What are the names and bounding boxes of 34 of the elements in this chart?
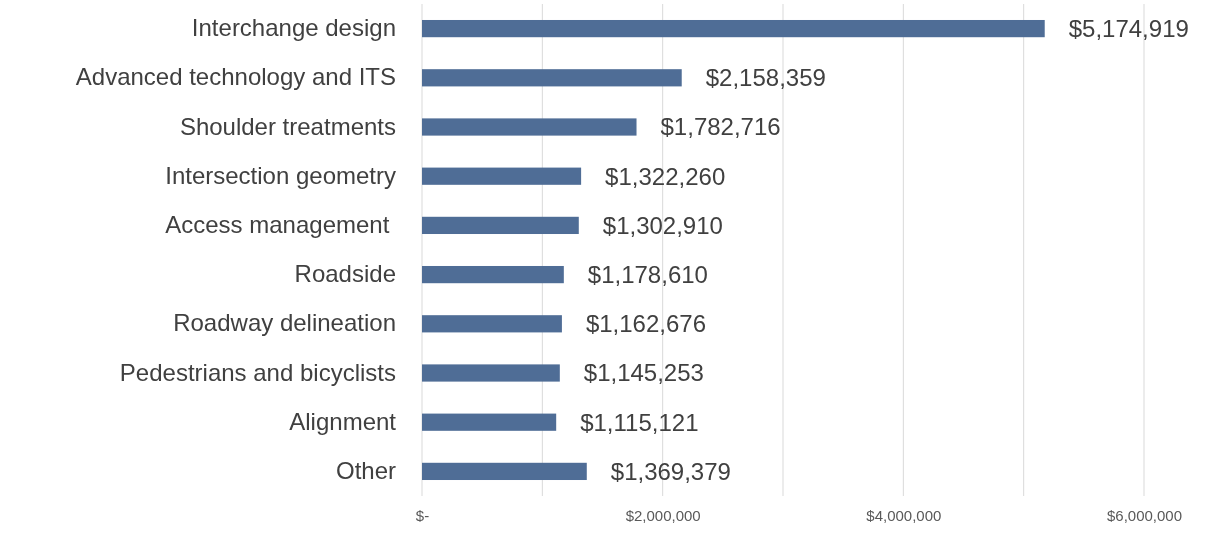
y-tick-label: Advanced technology and ITS (75, 63, 396, 91)
y-tick-label: Roadway delineation (173, 309, 396, 337)
bar (422, 315, 562, 333)
bar (422, 118, 637, 136)
y-tick-label: Access management (165, 211, 396, 239)
y-tick-label: Roadside (294, 260, 396, 288)
data-label: $1,178,610 (587, 261, 708, 288)
data-label: $1,302,910 (602, 211, 723, 239)
x-tick-label: $4,000,000 (866, 506, 942, 524)
data-label: $2,158,359 (705, 64, 826, 92)
bar (422, 462, 587, 481)
x-tick-label: $6,000,000 (1106, 506, 1183, 524)
bar (422, 216, 579, 235)
x-tick-label: $- (415, 506, 430, 524)
data-label: $1,322,260 (605, 162, 726, 190)
bar (422, 265, 564, 284)
bar (422, 69, 682, 87)
data-label: $1,115,121 (580, 408, 699, 436)
data-label: $1,145,253 (583, 359, 704, 387)
bar (422, 167, 582, 185)
y-tick-label: Alignment (289, 407, 397, 435)
data-label: $1,782,716 (660, 113, 781, 141)
y-tick-label: Shoulder treatments (179, 112, 396, 140)
y-tick-label: Intersection geometry (165, 161, 396, 189)
data-label: $1,369,379 (610, 457, 731, 485)
data-label: $5,174,919 (1068, 15, 1189, 42)
bar (422, 364, 560, 382)
x-tick-label: $2,000,000 (625, 506, 701, 524)
y-tick-label: Interchange design (191, 14, 396, 42)
y-tick-label: Pedestrians and bicyclists (119, 358, 396, 386)
bar (422, 413, 557, 431)
bar (422, 19, 1045, 38)
data-label: $1,162,676 (585, 310, 707, 338)
y-tick-label: Other (335, 457, 396, 485)
